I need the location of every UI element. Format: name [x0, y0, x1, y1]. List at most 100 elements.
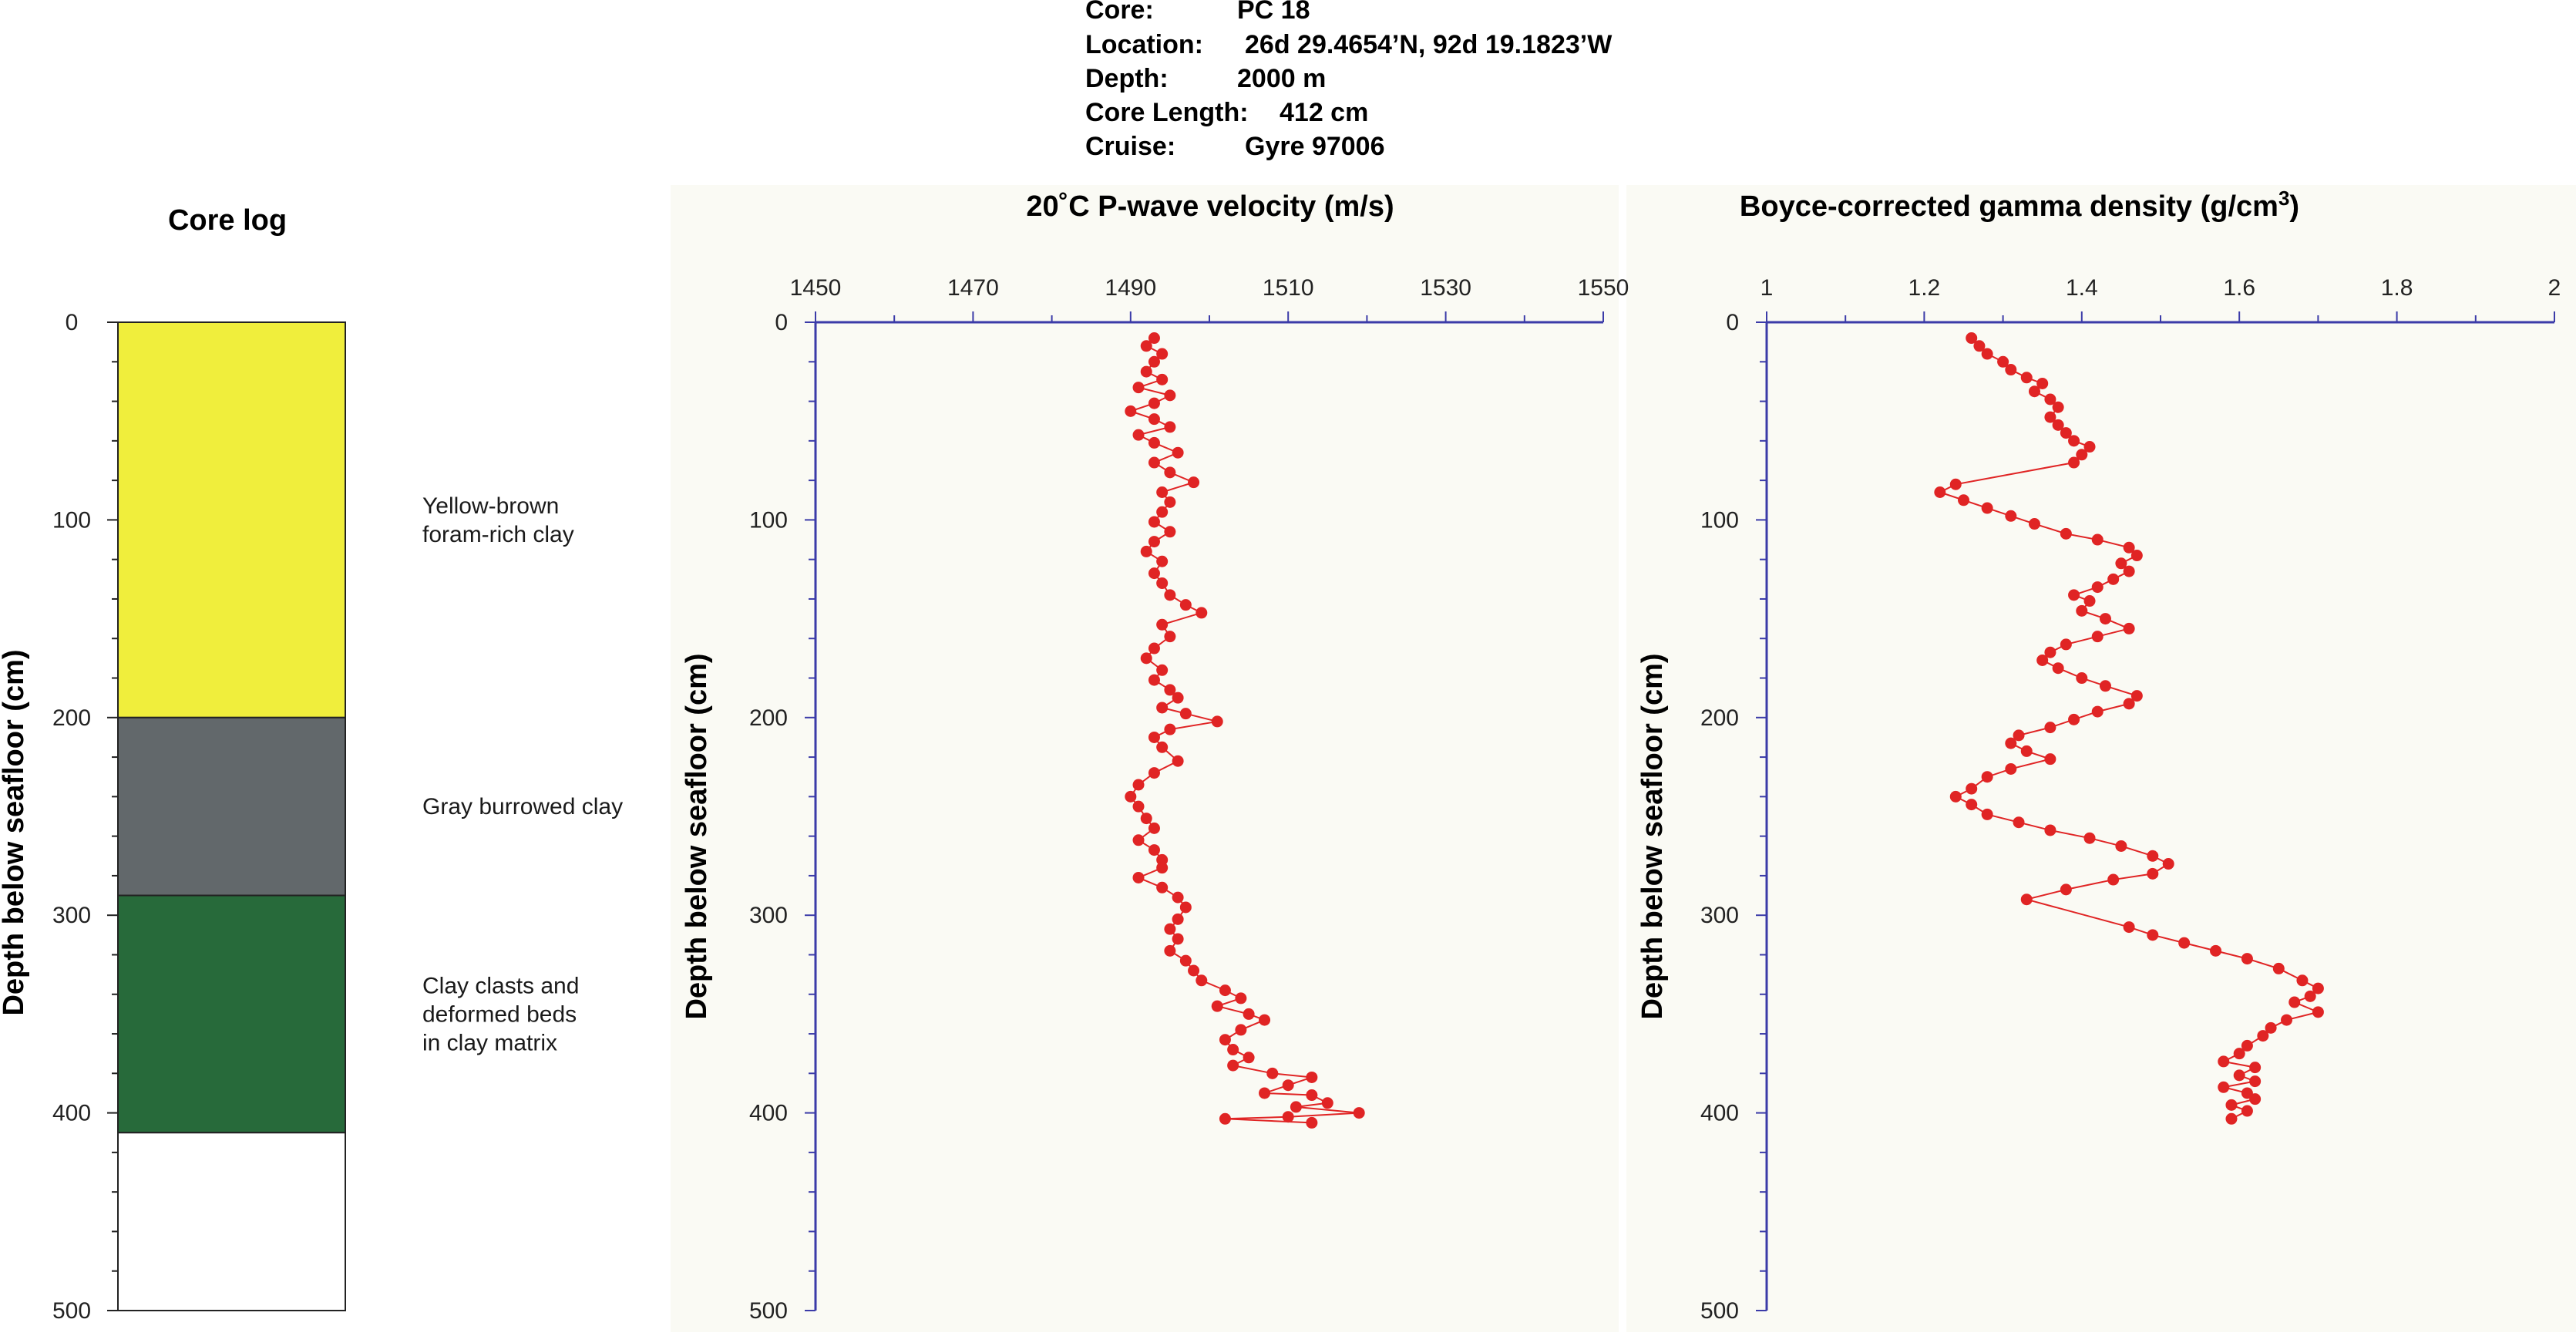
density-data-point [1958, 494, 1969, 506]
velocity-series [1125, 332, 1365, 1129]
core-length-value: 412 cm [1280, 98, 1368, 127]
velocity-y-axis-title: Depth below seafloor (cm) [681, 653, 713, 1019]
velocity-data-point [1164, 496, 1176, 508]
velocity-data-point [1148, 767, 1160, 779]
density-y-tick-label: 400 [1700, 1101, 1739, 1126]
velocity-data-point [1148, 355, 1160, 368]
core-header: Core: PC 18 Location: 26d 29.4654’N, 92d… [1085, 0, 1613, 161]
density-data-point [2241, 953, 2253, 965]
velocity-data-point [1132, 834, 1145, 846]
velocity-data-point [1259, 1014, 1271, 1026]
density-data-point [2099, 680, 2111, 692]
velocity-data-point [1164, 389, 1176, 402]
density-data-point [2178, 937, 2191, 949]
density-data-point [2123, 622, 2135, 634]
velocity-x-tick-label: 1530 [1420, 275, 1471, 301]
density-data-point [2005, 510, 2017, 522]
density-data-point [1966, 332, 1978, 345]
density-data-point [2044, 753, 2056, 766]
velocity-data-point [1156, 853, 1169, 866]
density-data-point [2076, 672, 2088, 685]
density-data-point [2060, 527, 2072, 540]
density-data-point [2123, 565, 2135, 577]
velocity-data-point [1188, 476, 1200, 489]
velocity-data-point [1156, 348, 1169, 360]
density-data-point [2091, 705, 2104, 718]
density-data-point [2249, 1062, 2262, 1074]
core-log-title: Core log [168, 204, 287, 237]
density-y-tick-label: 0 [1726, 310, 1739, 335]
velocity-data-point [1156, 506, 1169, 518]
density-y-axis-title: Depth below seafloor (cm) [1636, 653, 1669, 1019]
core-log-tick-label: 0 [66, 310, 79, 335]
velocity-data-point [1156, 555, 1169, 567]
velocity-data-point [1306, 1089, 1318, 1102]
velocity-y-tick-label: 200 [749, 705, 788, 731]
velocity-data-point [1132, 871, 1145, 883]
density-chart-title: Boyce-corrected gamma density (g/cm3) [1740, 187, 2299, 223]
lith-unit-label: Gray burrowed clay [422, 794, 623, 819]
density-data-point [2068, 435, 2080, 447]
velocity-data-point [1148, 642, 1160, 655]
density-data-point [2296, 974, 2309, 987]
velocity-data-point [1219, 1034, 1231, 1046]
velocity-data-point [1140, 340, 1152, 352]
density-data-point [2044, 722, 2056, 734]
depth-value: 2000 m [1237, 64, 1326, 93]
density-data-point [2076, 604, 2088, 617]
density-data-point [2241, 1105, 2253, 1117]
density-data-point [2013, 729, 2025, 742]
density-x-tick-label: 2 [2548, 275, 2561, 301]
density-data-point [2115, 840, 2127, 852]
density-data-point [2288, 996, 2301, 1008]
lith-unit-2 [117, 894, 346, 1134]
density-data-point [2147, 850, 2159, 862]
density-data-point [1973, 340, 1986, 352]
velocity-data-point [1188, 964, 1200, 977]
velocity-data-point [1148, 436, 1160, 449]
velocity-data-point [1125, 405, 1137, 417]
velocity-data-point [1164, 631, 1176, 643]
density-data-point [2123, 541, 2135, 554]
velocity-y-tick-label: 500 [749, 1298, 788, 1324]
density-data-point [1949, 790, 1962, 803]
density-x-tick-label: 1 [1760, 275, 1774, 301]
velocity-data-point [1140, 365, 1152, 378]
core-label: Core: [1085, 0, 1154, 25]
core-log-units: Yellow-brown foram-rich clay Gray burrowed… [117, 321, 623, 1311]
velocity-data-point [1243, 1052, 1255, 1064]
density-data-point [2060, 427, 2072, 439]
velocity-data-point [1282, 1111, 1294, 1123]
velocity-data-point [1148, 844, 1160, 856]
density-data-point [2107, 873, 2120, 886]
density-data-point [2218, 1081, 2230, 1093]
density-data-point [2060, 883, 2072, 896]
velocity-data-point [1211, 1000, 1223, 1012]
density-data-point [2044, 393, 2056, 406]
density-data-point [2241, 1087, 2253, 1099]
velocity-data-point [1196, 607, 1208, 619]
density-data-point [2044, 824, 2056, 836]
cruise-value: Gyre 97006 [1245, 132, 1385, 161]
density-data-point [2147, 929, 2159, 941]
density-data-point [2123, 921, 2135, 934]
velocity-data-point [1164, 589, 1176, 601]
velocity-data-point [1156, 702, 1169, 714]
density-data-point [2123, 698, 2135, 710]
density-y-tick-label: 200 [1700, 705, 1739, 731]
density-data-point [2272, 962, 2285, 974]
density-data-point [2005, 737, 2017, 749]
velocity-data-point [1282, 1079, 1294, 1092]
density-data-point [2020, 745, 2033, 757]
density-data-point [2210, 944, 2222, 957]
lith-unit-1 [117, 716, 346, 897]
density-data-point [2249, 1093, 2262, 1105]
velocity-y-tick-label: 0 [775, 310, 788, 335]
velocity-data-point [1140, 652, 1152, 665]
density-data-point [2225, 1099, 2238, 1111]
density-data-point [2005, 762, 2017, 775]
density-data-point [1934, 486, 1946, 499]
core-log-tick-label: 500 [52, 1298, 91, 1324]
depth-label: Depth: [1085, 64, 1169, 93]
velocity-data-point [1227, 1044, 1239, 1056]
